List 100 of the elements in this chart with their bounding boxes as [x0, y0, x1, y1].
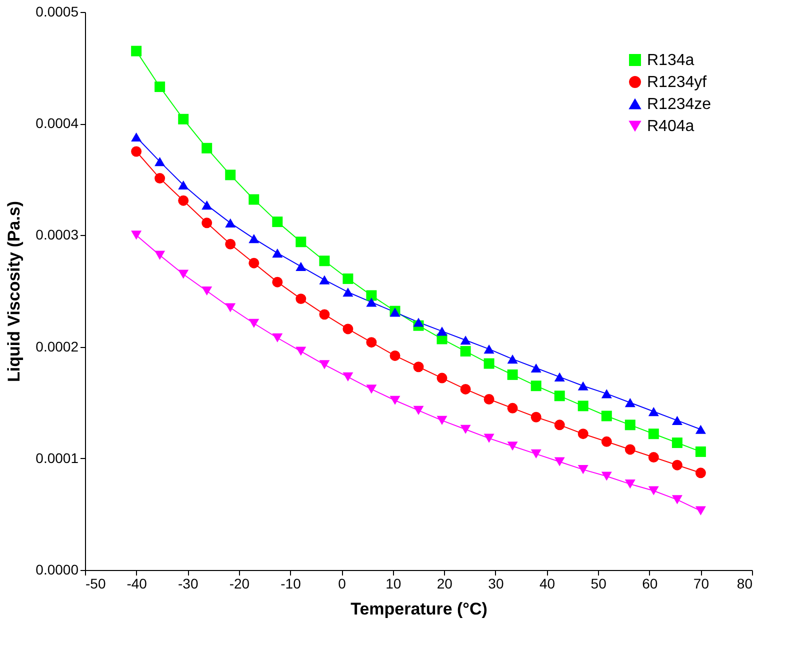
point: [366, 337, 377, 348]
point: [601, 389, 612, 398]
point: [248, 318, 260, 328]
y-tick-label: 0.0004: [36, 115, 79, 132]
point: [507, 354, 518, 364]
point: [342, 372, 354, 382]
y-tick-label: 0.0000: [36, 562, 79, 578]
point: [648, 486, 659, 496]
point: [530, 449, 542, 458]
point: [601, 472, 612, 481]
point: [648, 452, 659, 463]
point: [248, 194, 260, 205]
point: [225, 170, 236, 180]
point: [507, 369, 518, 380]
point: [436, 372, 448, 384]
point: [672, 416, 682, 425]
x-tick-label: 20: [436, 576, 453, 592]
point: [202, 286, 212, 296]
point: [672, 495, 682, 504]
x-tick-label: 30: [488, 576, 504, 592]
point: [202, 200, 212, 210]
point: [484, 344, 494, 354]
point: [390, 350, 400, 361]
point: [436, 416, 448, 425]
legend-label: R404a: [647, 118, 694, 135]
y-tick-label: 0.0002: [36, 338, 79, 354]
point: [530, 380, 542, 392]
point: [225, 238, 236, 250]
point: [460, 424, 471, 434]
x-tick-label: 60: [642, 576, 658, 592]
point: [460, 346, 471, 357]
point: [248, 234, 260, 244]
point: [178, 195, 189, 206]
point: [484, 434, 494, 443]
legend-label: R134a: [647, 52, 694, 69]
point: [225, 218, 236, 228]
point: [507, 442, 518, 451]
y-axis-title: Liquid Viscosity (Pa.s): [4, 200, 24, 382]
point: [624, 398, 636, 408]
point: [484, 358, 494, 369]
point: [601, 436, 612, 447]
point: [554, 390, 565, 402]
point: [366, 384, 377, 394]
point: [578, 465, 588, 474]
x-tick-label: -50: [86, 576, 106, 592]
point: [554, 420, 565, 430]
x-tick-label: 10: [386, 576, 402, 592]
point: [460, 336, 471, 345]
legend-label: R1234yf: [647, 74, 708, 91]
point: [272, 333, 283, 342]
point: [601, 410, 612, 422]
point: [296, 236, 306, 248]
x-tick-label: 40: [539, 576, 556, 592]
x-tick-label: -40: [126, 576, 148, 592]
point: [507, 402, 518, 414]
point: [530, 363, 542, 373]
point: [484, 394, 494, 404]
point: [319, 256, 330, 266]
point: [131, 46, 142, 56]
point: [460, 384, 471, 394]
x-axis-title: Temperature (°C): [350, 600, 488, 618]
y-tick-label: 0.0003: [36, 226, 79, 243]
point: [695, 424, 706, 434]
x-tick-label: 50: [590, 576, 607, 592]
x-tick-label: 80: [736, 576, 753, 592]
point: [154, 173, 166, 184]
point: [154, 157, 166, 166]
point: [648, 428, 659, 440]
point: [648, 406, 659, 416]
point: [672, 460, 682, 470]
point: [390, 396, 400, 405]
point: [272, 248, 283, 258]
x-tick-label: -10: [280, 576, 302, 592]
point: [554, 372, 565, 382]
point: [342, 324, 354, 334]
point: [695, 446, 706, 457]
point: [530, 412, 542, 422]
point: [296, 346, 306, 356]
x-tick-label: -30: [178, 576, 198, 592]
y-tick-label: 0.0001: [36, 450, 79, 466]
point: [178, 180, 189, 190]
point: [624, 444, 636, 455]
point: [695, 506, 706, 516]
point: [202, 142, 212, 154]
point: [413, 406, 424, 415]
y-tick-label: 0.0005: [36, 4, 79, 20]
point: [624, 480, 636, 489]
point: [154, 250, 166, 260]
point: [413, 318, 424, 327]
point: [225, 303, 236, 312]
point: [554, 457, 565, 466]
point: [248, 258, 260, 268]
point: [272, 216, 283, 228]
point: [672, 438, 682, 448]
point: [296, 294, 306, 304]
point: [296, 262, 306, 271]
point: [131, 132, 142, 142]
point: [272, 276, 283, 288]
point: [342, 273, 354, 284]
legend-label: R1234ze: [647, 96, 712, 113]
